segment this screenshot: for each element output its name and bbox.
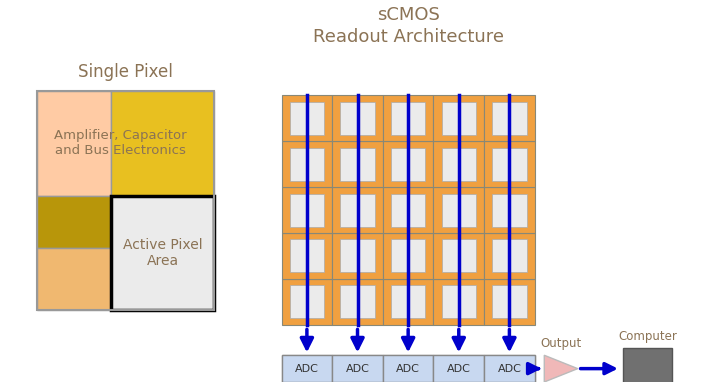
Bar xyxy=(442,285,476,318)
Bar xyxy=(290,102,324,135)
Bar xyxy=(383,187,433,233)
Text: ADC: ADC xyxy=(295,364,319,374)
Bar xyxy=(332,355,383,382)
Bar xyxy=(442,240,476,272)
Bar xyxy=(433,187,484,233)
Bar xyxy=(340,102,374,135)
Bar xyxy=(492,102,527,135)
Bar xyxy=(281,355,332,382)
Bar xyxy=(383,355,433,382)
Text: ADC: ADC xyxy=(346,364,369,374)
Bar xyxy=(433,233,484,279)
Bar xyxy=(492,148,527,181)
Bar xyxy=(383,96,433,141)
Text: ADC: ADC xyxy=(396,364,420,374)
Bar xyxy=(37,91,214,310)
Bar xyxy=(433,96,484,141)
Bar xyxy=(484,279,535,325)
Bar xyxy=(442,102,476,135)
Bar xyxy=(391,240,425,272)
Bar xyxy=(37,196,111,248)
Bar xyxy=(442,148,476,181)
Bar xyxy=(281,141,332,187)
Bar xyxy=(433,279,484,325)
Bar xyxy=(391,194,425,227)
Bar xyxy=(442,194,476,227)
Bar xyxy=(383,279,433,325)
Bar xyxy=(484,355,535,382)
Bar xyxy=(340,148,374,181)
Bar xyxy=(484,141,535,187)
Bar xyxy=(290,285,324,318)
Bar xyxy=(332,279,383,325)
Bar xyxy=(111,91,214,196)
Bar xyxy=(332,96,383,141)
Text: Single Pixel: Single Pixel xyxy=(78,63,173,81)
Bar xyxy=(281,96,332,141)
Bar xyxy=(340,194,374,227)
Bar xyxy=(332,187,383,233)
Bar xyxy=(332,233,383,279)
Bar xyxy=(433,141,484,187)
Bar xyxy=(290,240,324,272)
Text: Computer: Computer xyxy=(618,330,677,343)
Bar xyxy=(391,285,425,318)
Text: Amplifier, Capacitor
and Bus Electronics: Amplifier, Capacitor and Bus Electronics xyxy=(54,129,187,157)
Bar xyxy=(492,240,527,272)
Bar xyxy=(623,348,672,382)
Bar xyxy=(492,285,527,318)
Text: Output: Output xyxy=(541,337,581,350)
Bar xyxy=(37,91,111,196)
Bar xyxy=(281,187,332,233)
Bar xyxy=(37,248,111,310)
Polygon shape xyxy=(544,355,578,382)
Bar xyxy=(290,148,324,181)
Bar xyxy=(281,279,332,325)
Text: ADC: ADC xyxy=(447,364,470,374)
Bar xyxy=(281,233,332,279)
Bar xyxy=(391,148,425,181)
Bar xyxy=(340,285,374,318)
Bar xyxy=(383,233,433,279)
Bar xyxy=(281,355,535,382)
Bar xyxy=(484,96,535,141)
Text: Active Pixel
Area: Active Pixel Area xyxy=(122,238,203,268)
Bar xyxy=(340,240,374,272)
Bar xyxy=(332,141,383,187)
Bar xyxy=(111,196,214,310)
Text: sCMOS
Readout Architecture: sCMOS Readout Architecture xyxy=(313,6,503,46)
Text: ADC: ADC xyxy=(498,364,521,374)
Bar xyxy=(383,141,433,187)
Bar xyxy=(433,355,484,382)
Bar xyxy=(492,194,527,227)
Bar xyxy=(290,194,324,227)
Bar xyxy=(484,233,535,279)
Bar xyxy=(484,187,535,233)
Bar xyxy=(391,102,425,135)
